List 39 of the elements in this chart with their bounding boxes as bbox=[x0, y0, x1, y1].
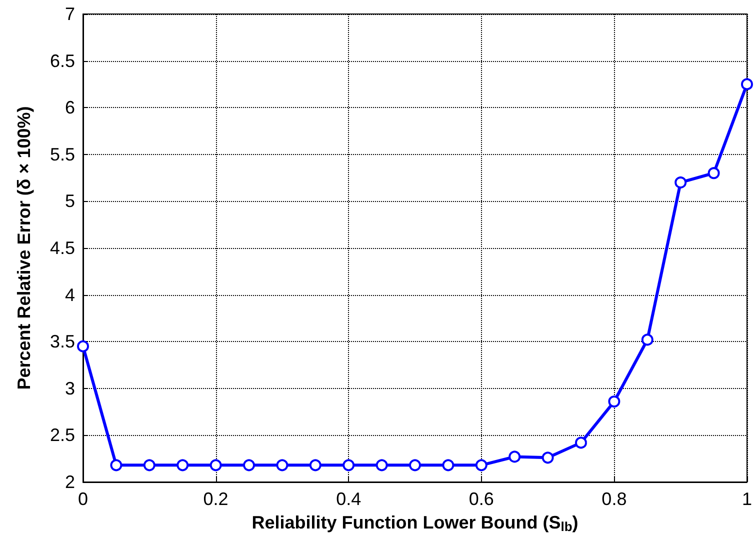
point bbox=[708, 167, 720, 180]
point bbox=[475, 459, 488, 472]
x-tick-label: 0.8 bbox=[602, 489, 627, 509]
y-tick-label: 7 bbox=[64, 4, 75, 24]
point bbox=[542, 452, 554, 464]
point bbox=[608, 396, 620, 408]
point bbox=[442, 459, 454, 472]
y-tick-label: 3 bbox=[64, 378, 75, 398]
point bbox=[741, 78, 753, 90]
point bbox=[342, 459, 355, 472]
y-tick-label: 4.5 bbox=[50, 238, 75, 258]
point bbox=[508, 450, 521, 463]
y-axis-title: Percent Relative Error (δ × 100%) bbox=[14, 106, 34, 390]
point bbox=[674, 176, 687, 188]
point bbox=[276, 459, 288, 472]
y-tick-label: 5 bbox=[64, 191, 75, 212]
y-tick-label: 6 bbox=[64, 98, 75, 118]
point bbox=[243, 459, 255, 472]
point bbox=[575, 436, 587, 449]
point bbox=[110, 459, 122, 472]
x-tick-label: 0.6 bbox=[468, 489, 494, 509]
x-tick-label: 0 bbox=[78, 489, 88, 509]
point bbox=[77, 340, 89, 352]
point bbox=[143, 459, 156, 472]
y-tick-label: 4 bbox=[64, 284, 75, 305]
x-tick-label: 0.2 bbox=[203, 489, 228, 509]
x-tick-label: 1 bbox=[742, 489, 752, 509]
y-tick-label: 2 bbox=[64, 472, 75, 492]
point bbox=[641, 334, 654, 346]
point bbox=[376, 459, 388, 472]
x-tick-label: 0.4 bbox=[336, 489, 362, 509]
y-tick-label: 6.5 bbox=[50, 50, 75, 71]
y-tick-label: 2.5 bbox=[50, 425, 75, 446]
y-tick-label: 5.5 bbox=[50, 144, 75, 164]
point bbox=[176, 459, 189, 472]
point bbox=[210, 459, 222, 472]
point bbox=[409, 459, 421, 472]
point bbox=[309, 459, 322, 472]
y-tick-label: 3.5 bbox=[50, 332, 75, 352]
